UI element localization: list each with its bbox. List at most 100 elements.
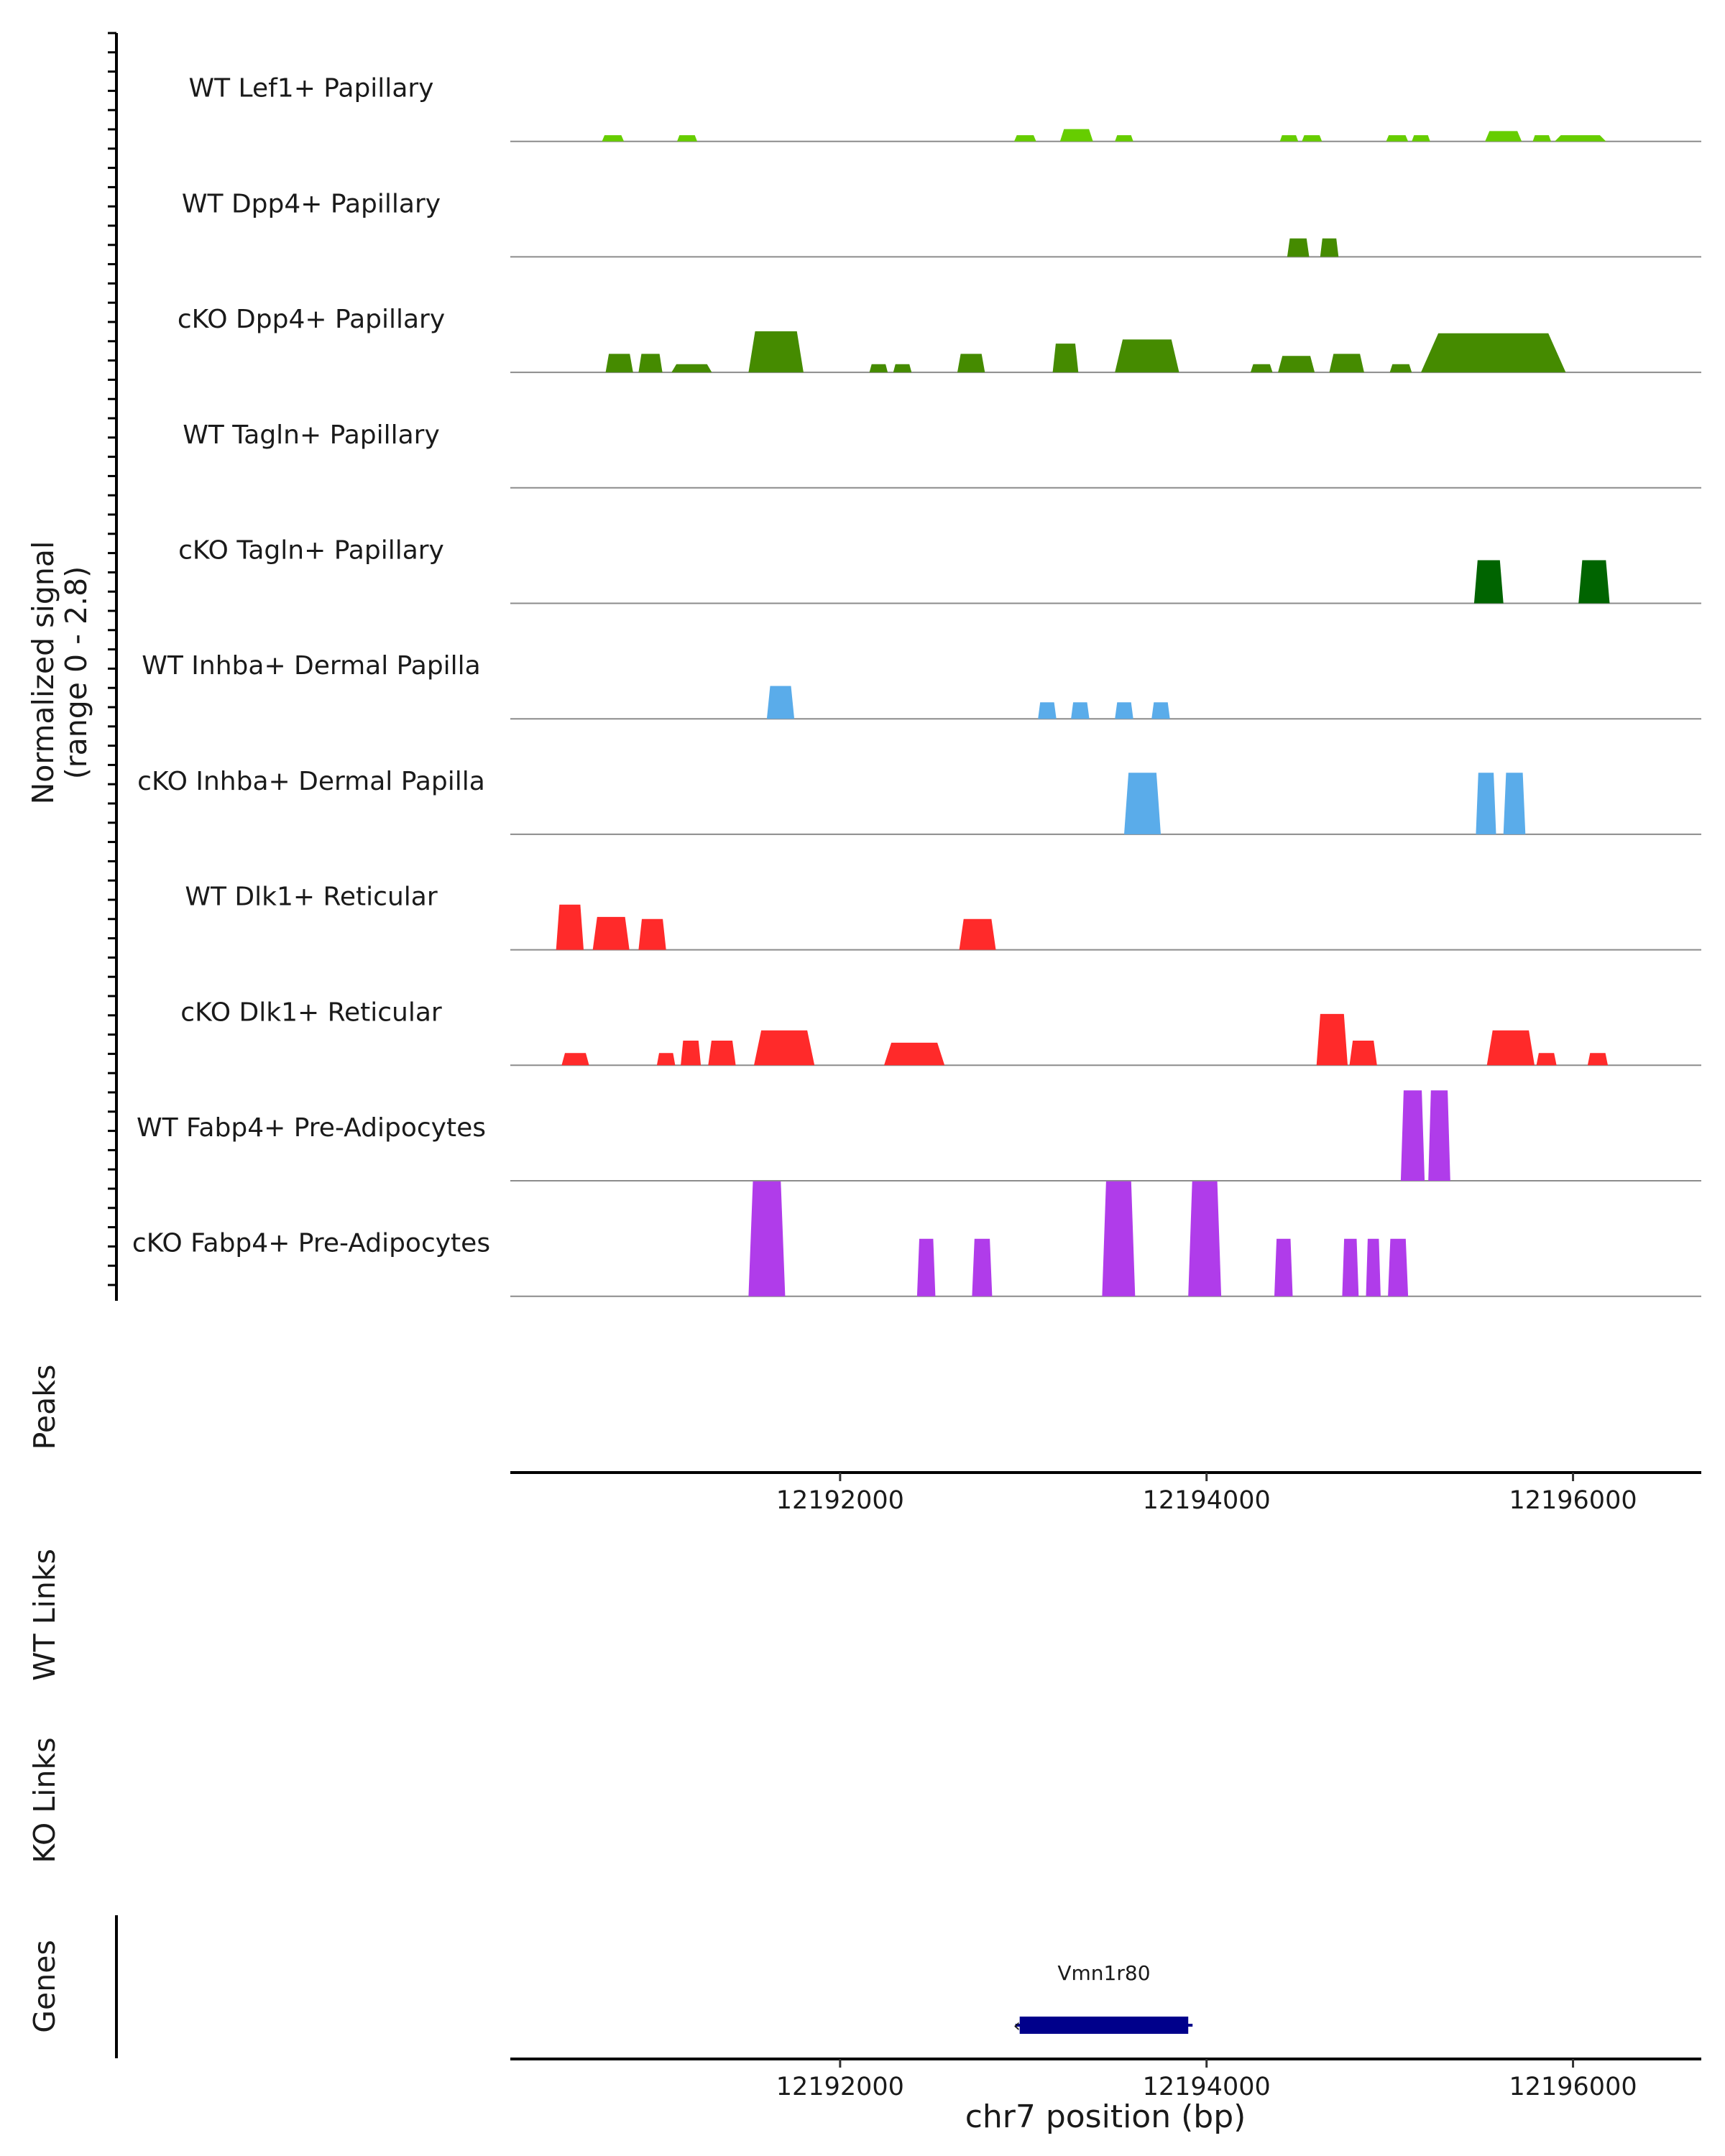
signal-peak xyxy=(1274,1238,1293,1296)
signal-peak xyxy=(1279,135,1299,142)
signal-peak xyxy=(638,918,666,950)
track-label: cKO Tagln+ Papillary xyxy=(178,536,444,566)
signal-peak xyxy=(754,1030,815,1066)
track-label: WT Tagln+ Papillary xyxy=(183,420,440,450)
signal-peak xyxy=(677,135,697,142)
signal-peak xyxy=(1038,702,1057,719)
signal-peak xyxy=(748,331,804,373)
track-7: WT Dlk1+ Reticular xyxy=(185,883,1701,951)
signal-peak xyxy=(1386,135,1409,142)
track-5: WT Inhba+ Dermal Papilla xyxy=(142,651,1701,720)
signal-peak xyxy=(656,1053,676,1066)
signal-peak xyxy=(1329,354,1364,373)
genes-x-axis: 12192000 12194000 12196000 xyxy=(776,2059,1637,2101)
signal-peak xyxy=(1188,1181,1222,1296)
signal-peak xyxy=(1555,135,1606,142)
track-9: WT Fabp4+ Pre-Adipocytes xyxy=(137,1090,1701,1181)
signal-peak xyxy=(1287,238,1310,257)
signal-peak xyxy=(959,918,996,950)
track-1: WT Dpp4+ Papillary xyxy=(182,189,1701,258)
signal-peak xyxy=(1342,1238,1359,1296)
signal-peak xyxy=(1115,339,1179,373)
y-axis-label: Normalized signal xyxy=(26,541,60,805)
signal-peak xyxy=(1151,702,1170,719)
signal-peak xyxy=(1503,773,1526,834)
signal-peak xyxy=(1400,1090,1425,1181)
track-label: WT Dlk1+ Reticular xyxy=(185,883,437,912)
track-label: cKO Fabp4+ Pre-Adipocytes xyxy=(132,1229,490,1258)
track-label: cKO Dlk1+ Reticular xyxy=(180,998,442,1027)
signal-peak xyxy=(748,1181,786,1296)
signal-peak xyxy=(1485,131,1522,142)
track-10: cKO Fabp4+ Pre-Adipocytes xyxy=(132,1181,1701,1297)
track-label: WT Fabp4+ Pre-Adipocytes xyxy=(137,1113,486,1143)
signal-peak xyxy=(1473,560,1504,604)
x-tick-label: 12192000 xyxy=(776,2073,904,2101)
gene-exon xyxy=(1019,2017,1189,2034)
track-6: cKO Inhba+ Dermal Papilla xyxy=(137,767,1701,835)
x-tick-label: 12196000 xyxy=(1509,2073,1637,2101)
track-label: cKO Dpp4+ Papillary xyxy=(178,305,445,334)
x-tick-label: 12194000 xyxy=(1143,1486,1271,1515)
track-label: WT Dpp4+ Papillary xyxy=(182,189,441,218)
signal-peak xyxy=(1059,129,1093,142)
signal-peak xyxy=(1124,773,1161,834)
gene-label: Vmn1r80 xyxy=(1057,1961,1150,1985)
signal-peak xyxy=(602,135,625,142)
signal-peak xyxy=(1421,333,1566,373)
signal-peak xyxy=(605,354,633,373)
coverage-y-axis xyxy=(108,32,118,1301)
genes-panel-label: Genes xyxy=(27,1940,62,2033)
signal-peak xyxy=(681,1041,702,1066)
signal-peak xyxy=(1388,1238,1409,1296)
signal-peak xyxy=(972,1238,993,1296)
signal-peak xyxy=(1486,1030,1535,1066)
signal-peak xyxy=(1250,364,1273,373)
signal-peak xyxy=(671,364,712,373)
signal-peak xyxy=(561,1053,589,1066)
track-0: WT Lef1+ Papillary xyxy=(189,74,1701,142)
signal-peak xyxy=(1428,1090,1450,1181)
y-axis-range-label: (range 0 - 2.8) xyxy=(59,566,93,779)
signal-peak xyxy=(1302,135,1322,142)
signal-peak xyxy=(1316,1013,1348,1066)
signal-peak xyxy=(1587,1053,1608,1066)
signal-peak xyxy=(1536,1053,1557,1066)
ko-links-panel-label: KO Links xyxy=(27,1737,62,1863)
peaks-x-axis: 12192000 12194000 12196000 xyxy=(776,1473,1637,1515)
x-axis-label: chr7 position (bp) xyxy=(965,2099,1246,2135)
signal-peak xyxy=(1349,1041,1377,1066)
peaks-panel-label: Peaks xyxy=(27,1365,62,1450)
track-2: cKO Dpp4+ Papillary xyxy=(178,305,1701,374)
signal-peak xyxy=(1412,135,1430,142)
signal-peak xyxy=(1389,364,1412,373)
gene-strand-arrow: ‹ xyxy=(1013,2015,1020,2037)
wt-links-panel-label: WT Links xyxy=(27,1549,62,1681)
signal-peak xyxy=(869,364,888,373)
track-label: cKO Inhba+ Dermal Papilla xyxy=(137,767,485,796)
signal-peak xyxy=(1476,773,1496,834)
signal-peak xyxy=(1071,702,1090,719)
x-tick-label: 12194000 xyxy=(1143,2073,1271,2101)
signal-peak xyxy=(1115,702,1133,719)
signal-peak xyxy=(957,354,985,373)
track-3: WT Tagln+ Papillary xyxy=(183,420,1701,489)
track-8: cKO Dlk1+ Reticular xyxy=(180,998,1701,1067)
track-label: WT Lef1+ Papillary xyxy=(189,74,434,103)
genes-track: ‹ Vmn1r80 xyxy=(1013,1961,1193,2037)
track-label: WT Inhba+ Dermal Papilla xyxy=(142,651,480,681)
coverage-tracks: WT Lef1+ Papillary WT Dpp4+ Papillary cKO … xyxy=(132,74,1701,1297)
x-tick-label: 12192000 xyxy=(776,1486,904,1515)
x-tick-label: 12196000 xyxy=(1509,1486,1637,1515)
track-4: cKO Tagln+ Papillary xyxy=(178,536,1701,604)
signal-peak xyxy=(592,916,630,950)
signal-peak xyxy=(1052,344,1079,373)
signal-peak xyxy=(1278,356,1315,373)
signal-peak xyxy=(1102,1181,1136,1296)
signal-peak xyxy=(893,364,912,373)
signal-peak xyxy=(556,904,584,950)
signal-peak xyxy=(638,354,663,373)
signal-peak xyxy=(708,1041,736,1066)
signal-peak xyxy=(1532,135,1551,142)
